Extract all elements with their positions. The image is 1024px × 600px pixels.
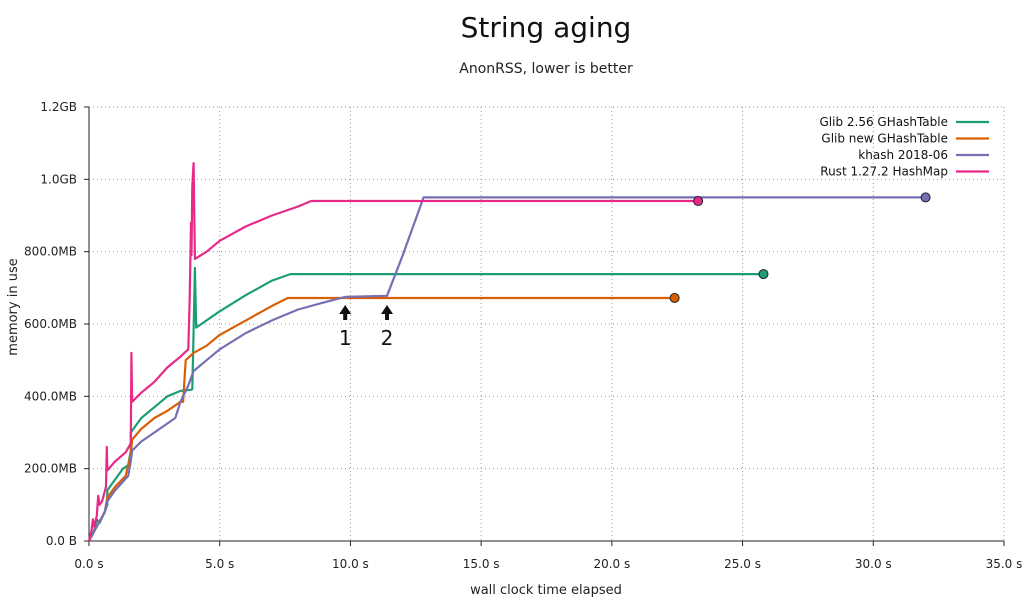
legend-label-1: Glib new GHashTable	[821, 132, 948, 146]
annotation-arrow-1	[381, 305, 394, 314]
x-tick-label-2: 10.0 s	[332, 557, 369, 571]
annotation-label-0: 1	[339, 326, 352, 350]
y-tick-label-6: 1.2GB	[40, 100, 77, 114]
annotation-arrow-stem-1	[385, 313, 390, 320]
series-line-2	[88, 196, 926, 542]
annotation-arrow-0	[339, 305, 352, 314]
annotation-arrow-stem-0	[343, 313, 348, 320]
legend-label-2: khash 2018-06	[858, 148, 948, 162]
x-tick-label-7: 35.0 s	[986, 557, 1023, 571]
y-axis-label: memory in use	[6, 258, 21, 355]
series-lines	[87, 162, 926, 542]
x-tick-label-4: 20.0 s	[593, 557, 630, 571]
annotation-label-1: 2	[381, 326, 394, 350]
x-tick-label-1: 5.0 s	[205, 557, 234, 571]
y-tick-label-0: 0.0 B	[46, 534, 77, 548]
x-tick-label-6: 30.0 s	[855, 557, 892, 571]
chart-subtitle: AnonRSS, lower is better	[459, 61, 633, 77]
end-marker-2	[920, 192, 931, 203]
y-tick-label-3: 600.0MB	[24, 317, 77, 331]
y-tick-label-5: 1.0GB	[40, 172, 77, 186]
y-axis-ticks: 0.0 B 200.0MB 400.0MB 600.0MB 800.0MB 1.0GB 1.…	[24, 100, 89, 548]
end-marker-1	[669, 292, 680, 303]
legend-label-3: Rust 1.27.2 HashMap	[820, 165, 948, 179]
y-tick-label-4: 800.0MB	[24, 245, 77, 259]
end-marker-3	[693, 196, 704, 207]
x-axis-label: wall clock time elapsed	[470, 583, 622, 598]
end-markers	[669, 192, 931, 303]
series-line-3	[87, 162, 699, 542]
x-tick-label-0: 0.0 s	[74, 557, 103, 571]
chart-title: String aging	[461, 11, 632, 44]
y-tick-label-1: 200.0MB	[24, 462, 77, 476]
series-line-1	[88, 296, 675, 542]
legend-label-0: Glib 2.56 GHashTable	[820, 115, 949, 129]
x-axis-ticks: 0.0 s 5.0 s 10.0 s 15.0 s 20.0 s 25.0 s 30.0 s…	[74, 541, 1022, 571]
x-tick-label-3: 15.0 s	[463, 557, 500, 571]
end-marker-0	[758, 269, 769, 280]
y-tick-label-2: 400.0MB	[24, 389, 77, 403]
legend: Glib 2.56 GHashTable Glib new GHashTable k…	[820, 115, 989, 179]
x-tick-label-5: 25.0 s	[724, 557, 761, 571]
